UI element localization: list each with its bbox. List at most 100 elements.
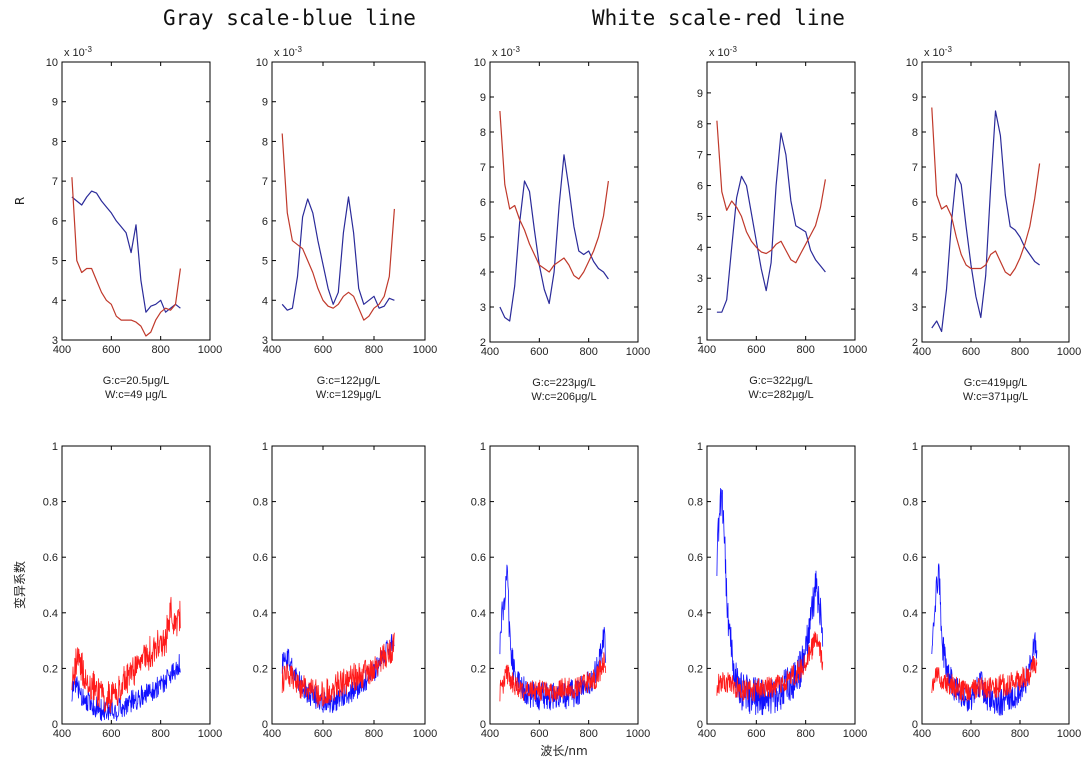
x-tick-label: 1000: [413, 728, 437, 740]
y-tick-label: 5: [480, 232, 486, 244]
y-axis-label: R: [13, 197, 27, 205]
y-tick-label: 1: [697, 441, 703, 453]
y-tick-label: 0: [912, 719, 918, 731]
y-tick-label: 3: [697, 273, 703, 285]
concentration-caption: W:c=371μg/L: [963, 391, 1028, 403]
x-tick-label: 400: [698, 344, 716, 356]
y-tick-label: 10: [906, 57, 918, 69]
y-tick-label: 8: [912, 127, 918, 139]
x-tick-label: 600: [962, 728, 980, 740]
y-tick-label: 9: [912, 92, 918, 104]
concentration-caption: W:c=129μg/L: [316, 389, 381, 401]
x-tick-label: 600: [530, 346, 548, 358]
y-tick-label: 0.2: [903, 663, 918, 675]
series-line-blue: [931, 563, 1038, 716]
x-tick-label: 600: [747, 344, 765, 356]
y-tick-label: 7: [912, 162, 918, 174]
series-line-red: [71, 177, 181, 337]
y-tick-label: 6: [52, 216, 58, 228]
y-tick-label: 0: [52, 719, 58, 731]
x-tick-label: 600: [102, 344, 120, 356]
concentration-caption: G:c=122μg/L: [317, 375, 381, 387]
axes-box: [489, 445, 639, 725]
concentration-caption: W:c=282μg/L: [748, 389, 813, 401]
axes-box: [921, 445, 1070, 725]
panel-r-2: 400 600 800 1000 3 4 5 6 7 8 9 10 x 10-3 G:c=122μg/L W…: [256, 45, 437, 401]
scale-exponent: x 10-3: [492, 45, 520, 59]
x-tick-label: 400: [481, 728, 499, 740]
title-white-scale: White scale-red line: [592, 6, 845, 30]
y-tick-label: 0.4: [253, 608, 268, 620]
panel-cv-1: 400 600 800 1000 0 0.2 0.4 0.6 0.8 1 变异系数: [12, 441, 222, 740]
concentration-caption: W:c=49 μg/L: [105, 389, 167, 401]
y-tick-label: 7: [697, 150, 703, 162]
y-tick-label: 0.4: [43, 608, 58, 620]
y-tick-label: 0.4: [688, 608, 703, 620]
axes-box: [706, 61, 856, 341]
y-tick-label: 4: [912, 267, 918, 279]
y-tick-label: 3: [912, 302, 918, 314]
series-line-blue: [281, 196, 395, 311]
y-tick-label: 0.2: [43, 663, 58, 675]
scale-exponent: x 10-3: [274, 45, 302, 59]
x-tick-label: 800: [365, 728, 383, 740]
y-tick-label: 0.6: [903, 552, 918, 564]
x-tick-label: 400: [481, 346, 499, 358]
x-tick-label: 400: [263, 344, 281, 356]
y-tick-label: 1: [262, 441, 268, 453]
y-tick-label: 0.4: [903, 608, 918, 620]
axes-box: [921, 61, 1070, 343]
panel-cv-2: 400 600 800 1000 0 0.2 0.4 0.6 0.8 1: [253, 441, 438, 740]
y-tick-label: 8: [52, 136, 58, 148]
concentration-caption: W:c=206μg/L: [531, 391, 596, 403]
y-tick-label: 0.6: [43, 552, 58, 564]
series-line-red: [499, 652, 607, 702]
concentration-caption: G:c=322μg/L: [749, 375, 813, 387]
x-tick-label: 800: [151, 728, 169, 740]
panel-r-3: 400 600 800 1000 2 3 4 5 6 7 8 9 10 x 10-3 G:c=223μg/L…: [474, 45, 650, 403]
y-tick-label: 2: [480, 337, 486, 349]
y-tick-label: 10: [46, 57, 58, 69]
axes-box: [706, 445, 856, 725]
x-tick-label: 600: [314, 728, 332, 740]
y-tick-label: 0: [480, 719, 486, 731]
y-tick-label: 8: [262, 136, 268, 148]
y-tick-label: 5: [697, 211, 703, 223]
y-tick-label: 5: [52, 256, 58, 268]
axes-box: [61, 445, 211, 725]
series-line-blue: [716, 132, 826, 313]
y-tick-label: 10: [256, 57, 268, 69]
y-tick-label: 6: [697, 181, 703, 193]
x-axis-label: 波长/nm: [540, 744, 587, 758]
y-tick-label: 1: [697, 335, 703, 347]
concentration-caption: G:c=223μg/L: [532, 377, 596, 389]
panel-cv-4: 400 600 800 1000 0 0.2 0.4 0.6 0.8 1: [688, 441, 868, 740]
y-tick-label: 0.4: [471, 608, 486, 620]
y-tick-label: 0.6: [471, 552, 486, 564]
y-tick-label: 2: [697, 304, 703, 316]
x-tick-label: 400: [698, 728, 716, 740]
x-tick-label: 400: [913, 728, 931, 740]
y-tick-label: 4: [697, 242, 703, 254]
series-line-red: [716, 120, 826, 264]
x-tick-label: 1000: [626, 728, 650, 740]
axes-box: [271, 61, 426, 341]
x-tick-label: 400: [263, 728, 281, 740]
x-tick-label: 1000: [413, 344, 437, 356]
y-tick-label: 0.2: [471, 663, 486, 675]
x-tick-label: 800: [796, 728, 814, 740]
y-tick-label: 1: [52, 441, 58, 453]
y-tick-label: 0: [262, 719, 268, 731]
x-tick-label: 800: [579, 728, 597, 740]
panel-cv-5: 400 600 800 1000 0 0.2 0.4 0.6 0.8 1: [903, 441, 1082, 740]
x-tick-label: 1000: [198, 728, 222, 740]
y-tick-label: 7: [262, 176, 268, 188]
x-tick-label: 600: [747, 728, 765, 740]
x-tick-label: 1000: [626, 346, 650, 358]
scale-exponent: x 10-3: [709, 45, 737, 59]
x-tick-label: 800: [1011, 346, 1029, 358]
y-tick-label: 0.8: [903, 497, 918, 509]
y-tick-label: 8: [697, 119, 703, 131]
y-tick-label: 3: [262, 335, 268, 347]
